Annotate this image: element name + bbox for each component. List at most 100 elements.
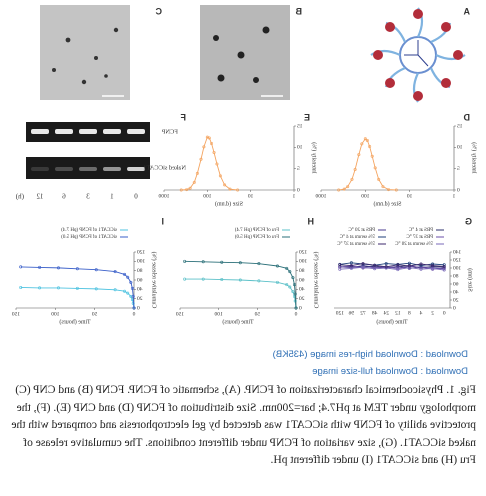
x-tick-label: 150	[12, 311, 21, 317]
x-tick-label: 50	[254, 311, 260, 317]
point	[94, 287, 98, 291]
y-tick-label: 120	[137, 249, 146, 255]
point	[201, 260, 205, 264]
point	[212, 150, 216, 154]
x-tick-label: 10	[248, 193, 254, 199]
point	[195, 171, 199, 175]
y-tick-label: 0	[137, 305, 140, 311]
x-axis-label: Size (d.nm)	[215, 200, 243, 207]
lane-label: 12	[36, 193, 44, 201]
panel-label: H	[308, 216, 315, 226]
x-tick-label: 100	[214, 311, 223, 317]
y-tick-label: 0	[297, 187, 300, 193]
point	[38, 286, 42, 290]
point	[131, 294, 135, 298]
point	[238, 261, 242, 265]
point	[19, 265, 23, 269]
point	[130, 286, 134, 290]
legend-label: siCCAT1 of FCNP (pH 7.4)	[61, 228, 117, 233]
legend-label: siCCAT1 of FCNP (pH 5.0)	[61, 235, 117, 240]
point	[338, 267, 342, 271]
y-tick-label: 10	[297, 145, 303, 151]
point	[132, 306, 136, 310]
point	[113, 270, 117, 274]
point	[370, 154, 374, 158]
point	[288, 270, 292, 274]
y-tick-label: 15	[457, 123, 463, 129]
point	[384, 265, 388, 269]
point	[275, 264, 279, 268]
point	[384, 262, 388, 266]
point	[56, 266, 60, 270]
figure: A B C D E F G H I FCNP Naked siCCAT1 013…	[12, 5, 478, 325]
point	[94, 268, 98, 272]
point	[346, 185, 350, 189]
point	[123, 289, 127, 293]
legend-label: 5% serum at 4 °C	[339, 235, 375, 240]
lane-label: 6	[62, 193, 66, 201]
panel-label: D	[463, 112, 470, 122]
y-tick-label: 80	[453, 273, 459, 279]
y-tick-label: 100	[299, 259, 308, 265]
y-tick-label: 15	[297, 123, 303, 129]
panel-label: A	[463, 6, 470, 16]
point	[361, 262, 365, 266]
point	[360, 142, 364, 146]
x-tick-label: 150	[176, 311, 185, 317]
point	[220, 260, 224, 264]
y-axis-label: Intensity (%)	[471, 142, 478, 174]
point	[285, 283, 289, 287]
y-tick-label: 20	[299, 296, 305, 302]
y-tick-label: 120	[453, 257, 462, 263]
point	[220, 278, 224, 282]
point	[407, 261, 411, 265]
y-tick-label: 60	[299, 277, 305, 283]
point	[442, 266, 446, 270]
point	[292, 283, 296, 287]
panel-label: B	[295, 6, 302, 16]
x-tick-label: 2	[431, 310, 434, 316]
point	[75, 286, 79, 290]
point	[442, 264, 446, 268]
legend-label: 5% serum at 37 °C	[337, 242, 375, 247]
point	[350, 177, 354, 181]
y-tick-label: 10	[457, 145, 463, 151]
point	[236, 188, 240, 192]
x-axis-label: Size (d.nm)	[374, 200, 402, 207]
point	[183, 259, 187, 263]
x-tick-label: 100	[361, 193, 370, 199]
point	[129, 280, 133, 284]
gel-row-label: Naked siCCAT1	[143, 164, 186, 171]
point	[228, 187, 232, 191]
download-link[interactable]: Download : Download full-size image	[312, 366, 468, 377]
point	[192, 180, 196, 184]
y-tick-label: 5	[457, 166, 460, 172]
point	[337, 188, 341, 192]
point	[387, 188, 391, 192]
point	[353, 168, 357, 172]
point	[179, 188, 183, 192]
lane-unit: (h)	[15, 193, 24, 201]
y-tick-label: 100	[137, 259, 146, 265]
point	[338, 263, 342, 267]
point	[126, 275, 130, 279]
series-line	[184, 260, 297, 309]
point	[205, 135, 209, 139]
y-tick-label: 20	[137, 296, 143, 302]
x-tick-label: 24	[383, 310, 389, 316]
panel-label: E	[304, 112, 310, 122]
point	[373, 166, 377, 170]
panel-label: G	[465, 216, 472, 226]
point	[223, 183, 227, 187]
download-links: Download : Download high-res image (435K…	[273, 346, 468, 380]
download-link[interactable]: Download : Download high-res image (435K…	[272, 349, 468, 360]
x-tick-label: 50	[92, 311, 98, 317]
point	[373, 263, 377, 267]
x-tick-label: 10	[407, 193, 413, 199]
point	[291, 276, 295, 280]
gel-bands	[31, 129, 145, 171]
point	[19, 285, 23, 289]
x-tick-label: 0	[443, 310, 446, 316]
legend-label: PBS at 4 °C	[408, 228, 433, 233]
